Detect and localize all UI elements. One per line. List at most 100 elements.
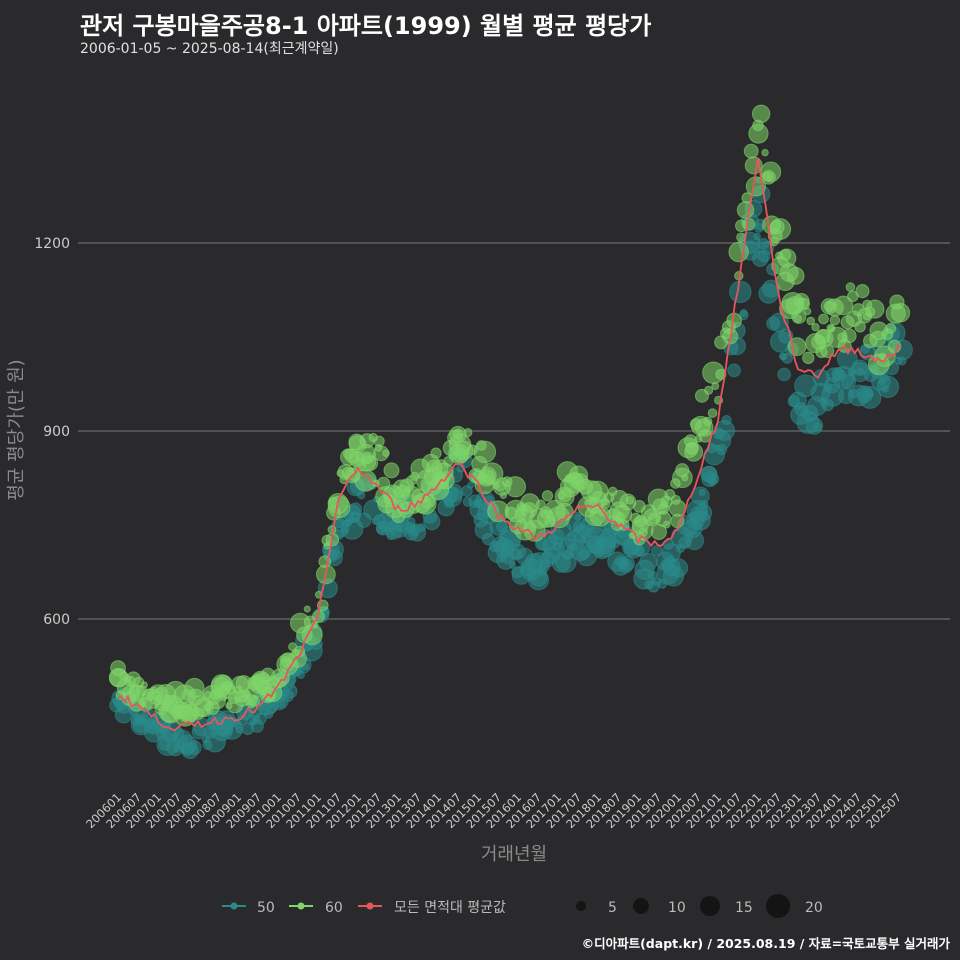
data-point	[362, 455, 379, 471]
data-point	[382, 449, 390, 458]
data-point	[803, 307, 812, 316]
data-point	[736, 232, 746, 243]
data-point	[698, 488, 706, 497]
data-point	[704, 385, 714, 395]
data-point	[619, 555, 635, 572]
data-point	[504, 476, 526, 498]
data-point	[793, 314, 802, 324]
data-point	[668, 558, 689, 578]
data-point	[140, 681, 148, 689]
x-axis-label: 거래년월	[481, 844, 547, 865]
data-point	[777, 367, 791, 382]
data-point	[327, 525, 337, 535]
data-point	[423, 513, 441, 531]
data-point	[574, 513, 582, 522]
data-point	[348, 502, 363, 516]
data-point	[383, 462, 400, 479]
data-point	[662, 520, 671, 529]
data-point	[670, 513, 685, 529]
data-point	[786, 266, 805, 285]
data-point	[813, 422, 823, 432]
data-point	[769, 218, 792, 240]
legend-label-average: 모든 면적대 평균값	[394, 900, 506, 916]
data-point	[327, 495, 351, 519]
data-point	[890, 303, 911, 323]
chart-subtitle: 2006-01-05 ~ 2025-08-14(최근계약일)	[80, 41, 339, 57]
y-tick-label: 1200	[34, 236, 70, 252]
source-caption: ©디아파트(dapt.kr) / 2025.08.19 / 자료=국토교통부 실…	[581, 936, 950, 951]
legend-dot-50	[230, 902, 238, 910]
data-point	[845, 282, 856, 292]
data-point	[728, 241, 749, 263]
size-legend-label: 15	[735, 900, 753, 916]
data-point	[354, 469, 377, 492]
data-point	[276, 699, 286, 709]
data-point	[751, 104, 771, 124]
data-point	[681, 474, 689, 482]
data-point	[187, 740, 202, 755]
data-point	[639, 552, 658, 572]
legend-item-60: 60	[289, 900, 343, 916]
series-50-points	[109, 176, 913, 760]
data-point	[430, 447, 442, 459]
data-point	[417, 523, 426, 532]
data-point	[702, 416, 713, 426]
data-point	[356, 490, 366, 500]
data-point	[865, 299, 885, 319]
data-point	[617, 519, 630, 531]
size-legend-label: 5	[608, 900, 617, 916]
size-legend: 5 10 15 20	[576, 894, 823, 918]
data-point	[829, 315, 841, 326]
y-tick-label: 900	[43, 424, 70, 440]
data-point	[499, 491, 508, 499]
data-point	[625, 496, 635, 505]
data-point	[707, 408, 718, 418]
data-point	[675, 463, 690, 478]
data-point	[684, 530, 705, 551]
data-point	[811, 323, 820, 332]
data-point	[897, 356, 907, 366]
data-point	[508, 561, 516, 569]
size-legend-circle	[576, 901, 586, 911]
y-axis-label: 평균 평당가(만 원)	[6, 359, 27, 500]
data-point	[743, 143, 759, 159]
data-point	[761, 148, 769, 157]
size-legend-label: 10	[668, 900, 686, 916]
data-point	[463, 427, 473, 438]
data-point	[806, 316, 816, 326]
data-point	[466, 481, 475, 489]
data-point	[841, 328, 857, 344]
data-point	[833, 295, 854, 316]
size-legend-circle	[633, 898, 649, 914]
data-point	[721, 415, 732, 426]
data-point	[303, 605, 311, 613]
data-point	[885, 323, 897, 334]
size-legend-circle	[766, 894, 790, 918]
legend-label-60: 60	[325, 900, 343, 916]
average-line-layer	[117, 157, 902, 732]
data-point	[797, 297, 810, 311]
average-line	[117, 157, 902, 732]
legend-label-50: 50	[257, 900, 275, 916]
data-point	[727, 363, 741, 378]
data-point	[777, 248, 797, 268]
data-point	[283, 684, 298, 699]
data-point	[684, 442, 704, 462]
legend: 50 60 모든 면적대 평균값 5 10 15 20	[222, 894, 823, 918]
size-legend-circle	[700, 896, 720, 916]
data-point	[736, 201, 755, 219]
y-tick-label: 600	[43, 612, 70, 628]
series-60-points	[108, 104, 911, 727]
data-point	[473, 440, 497, 464]
size-legend-label: 20	[805, 900, 823, 916]
data-point	[855, 284, 870, 299]
data-point	[876, 375, 900, 398]
legend-dot-average	[366, 902, 374, 910]
legend-item-average: 모든 면적대 평균값	[358, 900, 506, 916]
data-point	[707, 473, 720, 485]
data-point	[858, 386, 882, 409]
data-point	[818, 313, 829, 325]
data-point	[541, 490, 554, 502]
data-point	[638, 527, 648, 537]
data-point	[729, 280, 752, 304]
